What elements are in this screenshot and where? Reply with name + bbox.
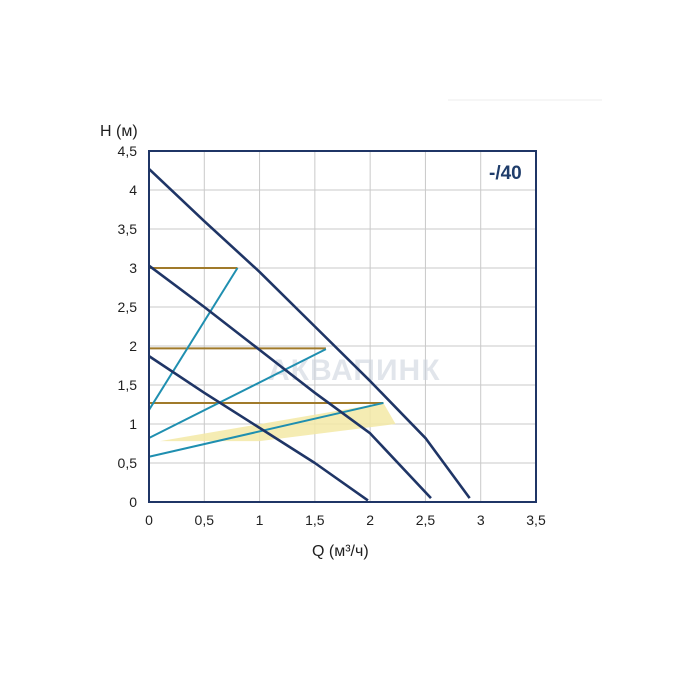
system-curves: [148, 267, 384, 458]
plot-border: [148, 150, 537, 503]
system-curve: [148, 267, 239, 411]
x-tick-label: 0: [145, 512, 153, 528]
working-area: [160, 402, 396, 442]
x-tick-label: 1,5: [305, 512, 325, 528]
y-tick-label: 1: [129, 416, 137, 432]
y-tick-label: 3: [129, 260, 137, 276]
y-tick-label: 2,5: [118, 299, 138, 315]
y-tick-label: 0: [129, 494, 137, 510]
y-tick-label: 2: [129, 338, 137, 354]
y-tick-label: 4,5: [118, 143, 138, 159]
plot-frame: [148, 150, 537, 503]
pump-curve: [148, 167, 471, 499]
pump-curve: [148, 264, 432, 499]
x-tick-label: 1: [256, 512, 264, 528]
pump-curve: [148, 355, 369, 502]
working-area-layer: [160, 402, 396, 442]
system-curve: [148, 401, 384, 458]
model-label: -/40: [489, 163, 522, 184]
pump-curves: [148, 167, 471, 502]
watermark-text: АКВАПИНК: [268, 354, 441, 387]
y-tick-label: 4: [129, 182, 137, 198]
setpoint-lines: [149, 267, 384, 404]
x-tick-label: 0,5: [195, 512, 215, 528]
x-tick-label: 3,5: [526, 512, 546, 528]
x-axis-title: Q (м³/ч): [312, 543, 369, 560]
x-tick-label: 2,5: [416, 512, 436, 528]
y-tick-label: 0,5: [118, 455, 138, 471]
x-tick-label: 2: [366, 512, 374, 528]
y-tick-label: 1,5: [118, 377, 138, 393]
system-curve: [148, 348, 327, 439]
grid: [149, 151, 536, 502]
watermark: АКВАПИНК: [268, 354, 441, 387]
y-axis-title: H (м): [100, 123, 138, 140]
tick-labels: 0 0,5 1 1,5 2 2,5 3 3,5 0 0,5 1 1,5 2 2,5 3 3,5 4 4,5: [118, 143, 546, 528]
y-tick-label: 3,5: [118, 221, 138, 237]
x-tick-label: 3: [477, 512, 485, 528]
